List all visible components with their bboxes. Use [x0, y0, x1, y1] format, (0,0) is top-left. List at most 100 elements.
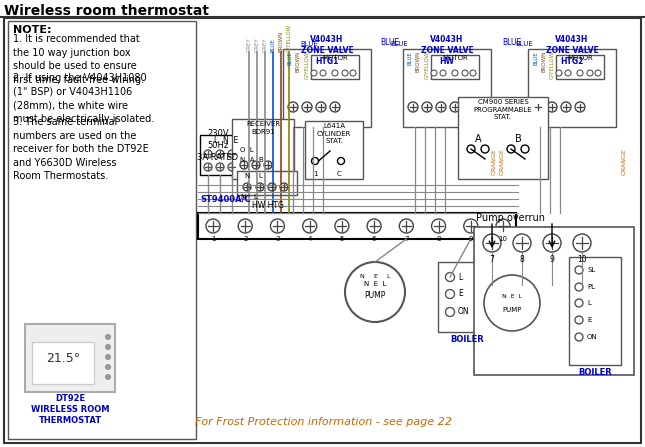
Text: ON: ON — [458, 308, 470, 316]
Text: L641A
CYLINDER
STAT.: L641A CYLINDER STAT. — [317, 123, 351, 144]
Circle shape — [335, 219, 349, 233]
Text: BROWN: BROWN — [296, 51, 301, 72]
Text: 3: 3 — [275, 236, 280, 242]
Circle shape — [264, 161, 272, 169]
Circle shape — [399, 219, 413, 233]
Text: BLUE: BLUE — [502, 38, 521, 47]
Bar — [237, 171, 297, 195]
Text: BLUE: BLUE — [270, 38, 275, 52]
Text: BROWN: BROWN — [541, 51, 546, 72]
Bar — [25, 324, 115, 392]
Circle shape — [256, 183, 264, 191]
Bar — [32, 342, 94, 384]
Circle shape — [228, 163, 236, 171]
Text: BLUE: BLUE — [390, 41, 408, 47]
Circle shape — [507, 145, 515, 153]
Circle shape — [106, 375, 110, 380]
Text: BLUE: BLUE — [533, 51, 538, 65]
Circle shape — [484, 275, 540, 331]
Circle shape — [268, 183, 276, 191]
Text: DT92E
WIRELESS ROOM
THERMOSTAT: DT92E WIRELESS ROOM THERMOSTAT — [31, 394, 109, 425]
Text: Pump overrun: Pump overrun — [476, 213, 545, 223]
Circle shape — [288, 102, 298, 112]
Text: V4043H
ZONE VALVE
HTG1: V4043H ZONE VALVE HTG1 — [301, 35, 353, 66]
Circle shape — [446, 290, 455, 299]
Circle shape — [436, 102, 446, 112]
Text: BLUE: BLUE — [300, 41, 318, 47]
Text: E: E — [373, 274, 377, 278]
Text: L: L — [253, 194, 257, 200]
Text: ORANGE: ORANGE — [500, 148, 505, 175]
Text: 2: 2 — [243, 236, 248, 242]
Text: BLUE: BLUE — [408, 51, 413, 65]
Circle shape — [330, 102, 340, 112]
Text: ON: ON — [587, 334, 598, 340]
Circle shape — [577, 70, 583, 76]
Text: 10: 10 — [577, 255, 587, 264]
Text: V4043H
ZONE VALVE
HTG2: V4043H ZONE VALVE HTG2 — [546, 35, 599, 66]
Circle shape — [440, 70, 446, 76]
Text: GREY: GREY — [263, 38, 268, 52]
Circle shape — [204, 150, 212, 158]
Text: B: B — [515, 134, 521, 144]
Bar — [528, 49, 616, 127]
Text: Wireless room thermostat: Wireless room thermostat — [4, 4, 209, 18]
Text: N: N — [241, 194, 246, 200]
Bar — [200, 135, 252, 175]
Text: ORANGE: ORANGE — [492, 148, 497, 175]
Circle shape — [483, 234, 501, 252]
Text: BROWN: BROWN — [279, 31, 284, 52]
Circle shape — [496, 219, 510, 233]
Circle shape — [450, 102, 460, 112]
Text: A: A — [475, 134, 481, 144]
Circle shape — [240, 161, 248, 169]
Circle shape — [422, 102, 432, 112]
Bar — [438, 262, 496, 332]
Bar — [569, 257, 621, 365]
Circle shape — [204, 163, 212, 171]
Circle shape — [533, 102, 543, 112]
Circle shape — [432, 219, 446, 233]
Circle shape — [575, 333, 583, 341]
Text: 9: 9 — [550, 255, 555, 264]
Bar — [431, 55, 479, 79]
Circle shape — [243, 183, 251, 191]
Circle shape — [575, 299, 583, 307]
Circle shape — [238, 219, 252, 233]
Text: 5: 5 — [340, 236, 344, 242]
Circle shape — [565, 70, 571, 76]
Text: 4: 4 — [308, 236, 312, 242]
Circle shape — [280, 183, 288, 191]
Circle shape — [575, 283, 583, 291]
Text: E: E — [587, 317, 591, 323]
Bar — [403, 49, 491, 127]
Text: CM900 SERIES
PROGRAMMABLE
STAT.: CM900 SERIES PROGRAMMABLE STAT. — [473, 99, 532, 120]
Bar — [198, 213, 516, 239]
Text: PL: PL — [587, 284, 595, 290]
Circle shape — [216, 163, 224, 171]
Bar — [283, 49, 371, 127]
Text: E: E — [458, 290, 462, 299]
Text: RECEIVER
BDR91: RECEIVER BDR91 — [246, 121, 280, 135]
Circle shape — [481, 145, 489, 153]
Text: 1: 1 — [313, 171, 317, 177]
Text: G/YELLOW: G/YELLOW — [549, 51, 554, 79]
Circle shape — [573, 234, 591, 252]
Text: BROWN: BROWN — [416, 51, 421, 72]
Circle shape — [408, 102, 418, 112]
Circle shape — [106, 345, 110, 350]
Text: O  L: O L — [240, 147, 253, 153]
Circle shape — [302, 102, 312, 112]
Text: MOTOR: MOTOR — [322, 55, 348, 61]
Circle shape — [521, 145, 529, 153]
Circle shape — [345, 262, 405, 322]
Text: 8: 8 — [520, 255, 524, 264]
Circle shape — [311, 70, 317, 76]
Bar — [556, 55, 604, 79]
Circle shape — [320, 70, 326, 76]
Circle shape — [575, 266, 583, 274]
Text: N  A  B: N A B — [240, 157, 264, 163]
Text: ST9400A/C: ST9400A/C — [200, 195, 251, 204]
Circle shape — [470, 70, 476, 76]
Text: 7: 7 — [404, 236, 408, 242]
